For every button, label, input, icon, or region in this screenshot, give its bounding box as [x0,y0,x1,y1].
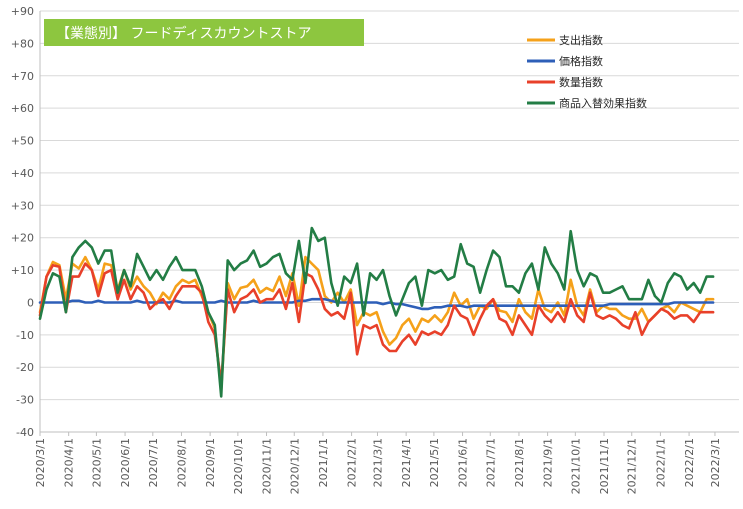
x-tick-label: 2022/2/1 [683,438,696,487]
series-lines [38,226,715,398]
x-tick-label: 2021/11/1 [598,438,611,494]
y-tick-label: +20 [11,232,34,245]
x-tick-label: 2021/1/1 [317,438,330,487]
legend-label: 商品入替効果指数 [559,96,647,110]
y-tick-label: +60 [11,102,34,115]
y-tick-label: +70 [11,70,34,83]
x-tick-label: 2022/1/1 [654,438,667,487]
y-tick-label: +80 [11,37,34,50]
x-tick-label: 2021/10/1 [569,438,582,494]
y-tick-label: 0 [27,296,34,309]
title-background [44,19,364,46]
series-line-1 [38,255,715,392]
x-tick-label: 2021/5/1 [428,438,441,487]
y-tick-label: -40 [16,426,34,439]
y-tick-label: +10 [11,264,34,277]
x-tick-label: 2021/9/1 [542,438,555,487]
legend-label: 価格指数 [559,54,603,68]
y-tick-label: -30 [16,394,34,407]
legend-label: 支出指数 [559,33,603,47]
y-tick-label: +50 [11,135,34,148]
chart-title-box: 【業態別】 フードディスカウントストア [44,19,364,46]
x-tick-label: 2022/3/1 [709,438,722,487]
y-axis: +90 +80 +70 +60 +50 +40 +30 +20 +10 0 -10 -20 -30 -40 [11,5,34,439]
y-tick-label: +30 [11,199,34,212]
x-tick-label: 2020/10/1 [232,438,245,494]
x-tick-label: 2020/8/1 [175,438,188,487]
x-tick-label: 2021/8/1 [513,438,526,487]
series-line-3 [38,262,715,385]
x-tick-label: 2021/3/1 [371,438,384,487]
x-tick-label: 2021/4/1 [400,438,413,487]
y-tick-label: -20 [16,361,34,374]
x-tick-label: 2021/2/1 [346,438,359,487]
x-tick-label: 2020/5/1 [90,438,103,487]
y-tick-label: +40 [11,167,34,180]
grid-lines [39,10,739,433]
series-line-4 [38,226,715,398]
x-tick-label: 2020/9/1 [204,438,217,487]
x-tick-label: 2021/12/1 [626,438,639,494]
x-tick-label: 2020/6/1 [119,438,132,487]
y-tick-label: -10 [16,329,34,342]
series-line-2 [38,297,715,311]
x-tick-label: 2021/6/1 [457,438,470,487]
x-axis: 2020/3/1 2020/4/1 2020/5/1 2020/6/1 2020/7/1… [34,431,739,494]
y-tick-label: +90 [11,5,34,18]
legend-label: 数量指数 [559,75,603,89]
x-tick-label: 2020/3/1 [34,438,47,487]
x-tick-label: 2020/7/1 [147,438,160,487]
x-tick-label: 2020/11/1 [261,438,274,494]
x-tick-label: 2020/12/1 [288,438,301,494]
chart-title: 【業態別】 フードディスカウントストア [56,25,311,42]
x-tick-label: 2020/4/1 [63,438,76,487]
x-tick-label: 2021/7/1 [484,438,497,487]
